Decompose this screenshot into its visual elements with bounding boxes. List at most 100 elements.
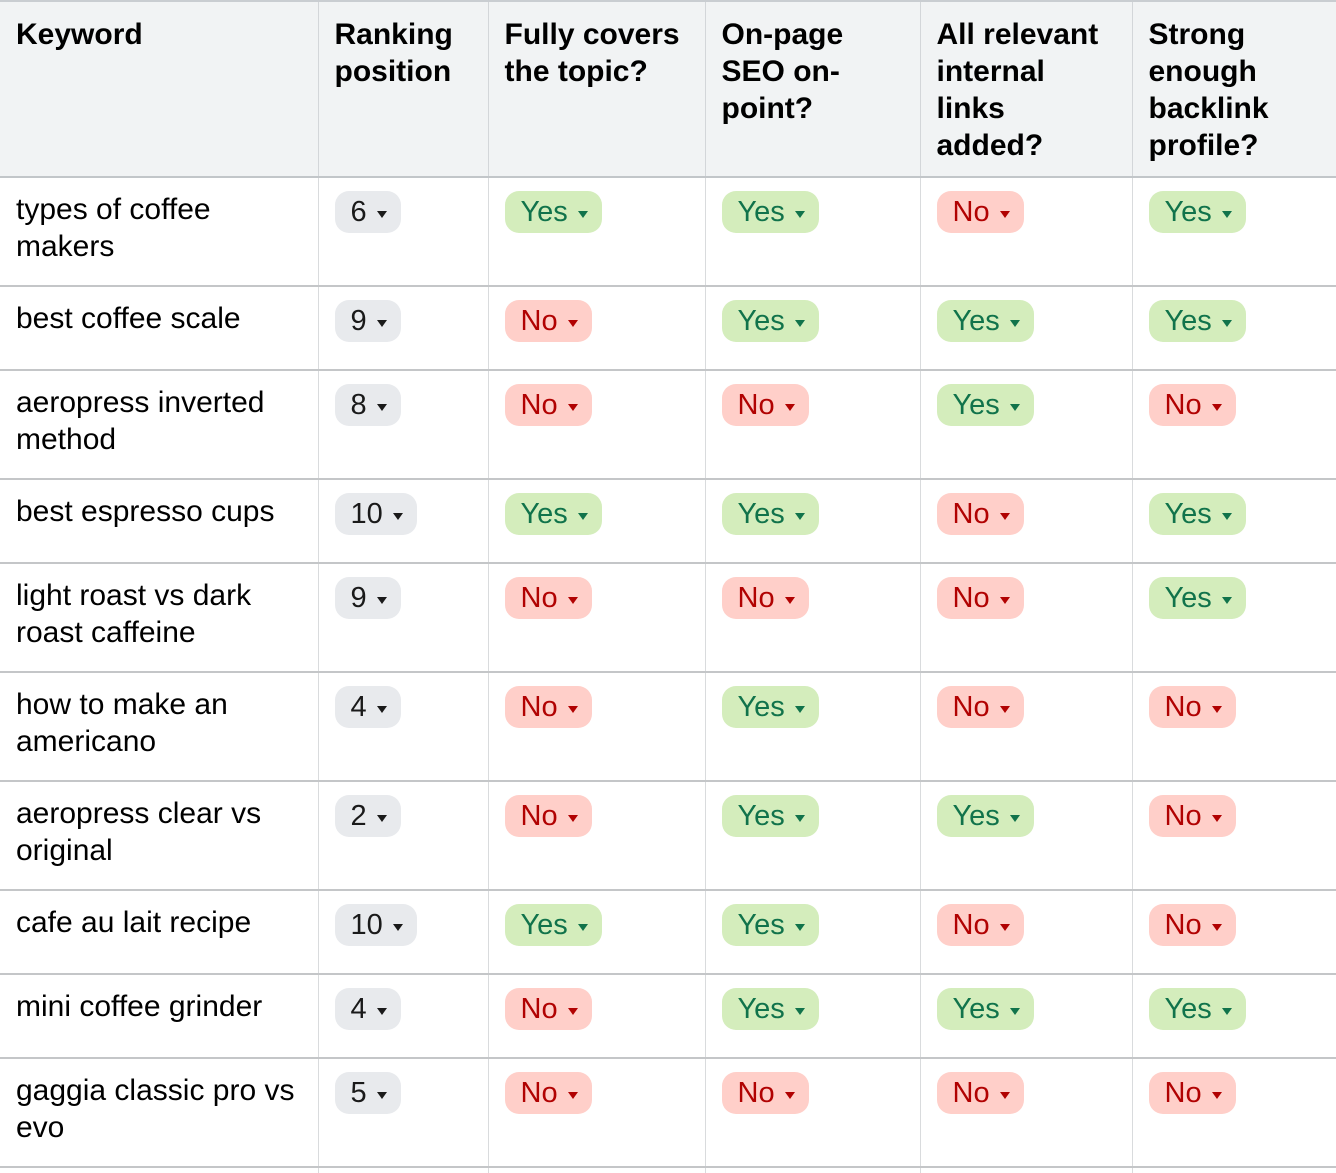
- chevron-down-icon: [376, 210, 387, 218]
- chip-label: No: [1164, 389, 1202, 421]
- table-row: cafe au lait recipe 10 Yes Yes No No: [0, 890, 1336, 975]
- ranking-position-chip[interactable]: 10: [334, 493, 417, 535]
- chevron-down-icon: [794, 705, 805, 713]
- chip-label: Yes: [520, 196, 568, 228]
- internal-links-chip[interactable]: Yes: [936, 988, 1034, 1030]
- onpage-seo-chip[interactable]: Yes: [721, 988, 819, 1030]
- keyword-cell[interactable]: aeropress clear vs original: [0, 781, 319, 891]
- onpage-seo-chip[interactable]: Yes: [721, 493, 819, 535]
- chevron-down-icon: [376, 1007, 387, 1015]
- chevron-down-icon: [1211, 814, 1222, 822]
- chip-label: 6: [350, 196, 367, 228]
- onpage-seo-chip[interactable]: Yes: [721, 191, 819, 233]
- onpage-seo-chip[interactable]: Yes: [721, 795, 819, 837]
- backlink-profile-cell: No: [1132, 672, 1336, 782]
- onpage-seo-chip[interactable]: Yes: [721, 904, 819, 946]
- empty-cell: [920, 1167, 1133, 1173]
- ranking-position-chip[interactable]: 10: [334, 904, 417, 946]
- ranking-position-chip[interactable]: 9: [334, 577, 401, 619]
- fully-covers-chip[interactable]: No: [504, 384, 592, 426]
- partial-next-row: [0, 1167, 1336, 1173]
- keyword-cell[interactable]: cafe au lait recipe: [0, 890, 319, 975]
- fully-covers-chip[interactable]: No: [504, 988, 592, 1030]
- backlink-profile-chip[interactable]: No: [1148, 686, 1236, 728]
- chevron-down-icon: [1211, 705, 1222, 713]
- internal-links-chip[interactable]: No: [936, 686, 1024, 728]
- onpage-seo-chip[interactable]: Yes: [721, 300, 819, 342]
- chip-label: Yes: [952, 389, 1000, 421]
- keyword-cell[interactable]: how to make an americano: [0, 672, 319, 782]
- backlink-profile-chip[interactable]: No: [1148, 904, 1236, 946]
- ranking-position-chip[interactable]: 4: [334, 686, 401, 728]
- table-row: best coffee scale 9 No Yes Yes Yes: [0, 286, 1336, 371]
- ranking-position-cell: 9: [318, 286, 489, 371]
- keyword-cell[interactable]: types of coffee makers: [0, 177, 319, 287]
- chip-label: No: [952, 1077, 990, 1109]
- internal-links-chip[interactable]: Yes: [936, 384, 1034, 426]
- backlink-profile-chip[interactable]: Yes: [1148, 988, 1246, 1030]
- chevron-down-icon: [567, 1007, 578, 1015]
- fully-covers-chip[interactable]: Yes: [504, 904, 602, 946]
- ranking-position-chip[interactable]: 2: [334, 795, 401, 837]
- keyword-cell[interactable]: aeropress inverted method: [0, 370, 319, 480]
- keyword-cell[interactable]: mini coffee grinder: [0, 974, 319, 1059]
- backlink-profile-chip[interactable]: No: [1148, 795, 1236, 837]
- column-header-ranking-position: Ranking position: [318, 1, 489, 178]
- backlink-profile-chip[interactable]: Yes: [1148, 300, 1246, 342]
- fully-covers-chip[interactable]: Yes: [504, 191, 602, 233]
- chevron-down-icon: [392, 512, 403, 520]
- internal-links-chip[interactable]: No: [936, 904, 1024, 946]
- table-row: light roast vs dark roast caffeine 9 No No N…: [0, 563, 1336, 673]
- column-header-internal-links: All relevant internal links added?: [920, 1, 1133, 178]
- empty-cell: [488, 1167, 706, 1173]
- chevron-down-icon: [1009, 403, 1020, 411]
- backlink-profile-chip[interactable]: No: [1148, 1072, 1236, 1114]
- onpage-seo-chip[interactable]: No: [721, 1072, 809, 1114]
- backlink-profile-chip[interactable]: Yes: [1148, 191, 1246, 233]
- keyword-cell[interactable]: light roast vs dark roast caffeine: [0, 563, 319, 673]
- chip-label: Yes: [737, 196, 785, 228]
- internal-links-chip[interactable]: No: [936, 493, 1024, 535]
- backlink-profile-chip[interactable]: Yes: [1148, 577, 1246, 619]
- chip-label: No: [520, 305, 558, 337]
- chip-label: Yes: [952, 800, 1000, 832]
- table-row: types of coffee makers 6 Yes Yes No Yes: [0, 177, 1336, 287]
- empty-cell: [0, 1167, 319, 1173]
- internal-links-chip[interactable]: Yes: [936, 300, 1034, 342]
- keyword-cell[interactable]: gaggia classic pro vs evo: [0, 1058, 319, 1168]
- fully-covers-chip[interactable]: No: [504, 1072, 592, 1114]
- fully-covers-chip[interactable]: No: [504, 795, 592, 837]
- fully-covers-chip[interactable]: No: [504, 577, 592, 619]
- keyword-cell[interactable]: best coffee scale: [0, 286, 319, 371]
- backlink-profile-cell: Yes: [1132, 563, 1336, 673]
- chip-label: No: [1164, 691, 1202, 723]
- chip-label: Yes: [1164, 305, 1212, 337]
- internal-links-chip[interactable]: Yes: [936, 795, 1034, 837]
- keyword-cell[interactable]: best espresso cups: [0, 479, 319, 564]
- internal-links-chip[interactable]: No: [936, 577, 1024, 619]
- chevron-down-icon: [794, 319, 805, 327]
- empty-cell: [1132, 1167, 1336, 1173]
- chip-label: 10: [350, 909, 383, 941]
- onpage-seo-chip[interactable]: Yes: [721, 686, 819, 728]
- internal-links-chip[interactable]: No: [936, 191, 1024, 233]
- column-header-keyword: Keyword: [0, 1, 319, 178]
- chip-label: No: [1164, 1077, 1202, 1109]
- ranking-position-chip[interactable]: 5: [334, 1072, 401, 1114]
- ranking-position-chip[interactable]: 6: [334, 191, 401, 233]
- ranking-position-chip[interactable]: 9: [334, 300, 401, 342]
- fully-covers-chip[interactable]: Yes: [504, 493, 602, 535]
- onpage-seo-chip[interactable]: No: [721, 384, 809, 426]
- fully-covers-chip[interactable]: No: [504, 686, 592, 728]
- fully-covers-chip[interactable]: No: [504, 300, 592, 342]
- fully-covers-cell: Yes: [488, 890, 706, 975]
- ranking-position-chip[interactable]: 4: [334, 988, 401, 1030]
- onpage-seo-chip[interactable]: No: [721, 577, 809, 619]
- ranking-position-chip[interactable]: 8: [334, 384, 401, 426]
- backlink-profile-cell: No: [1132, 1058, 1336, 1168]
- chevron-down-icon: [1221, 1007, 1232, 1015]
- internal-links-chip[interactable]: No: [936, 1072, 1024, 1114]
- backlink-profile-chip[interactable]: No: [1148, 384, 1236, 426]
- column-header-fully-covers: Fully covers the topic?: [488, 1, 706, 178]
- backlink-profile-chip[interactable]: Yes: [1148, 493, 1246, 535]
